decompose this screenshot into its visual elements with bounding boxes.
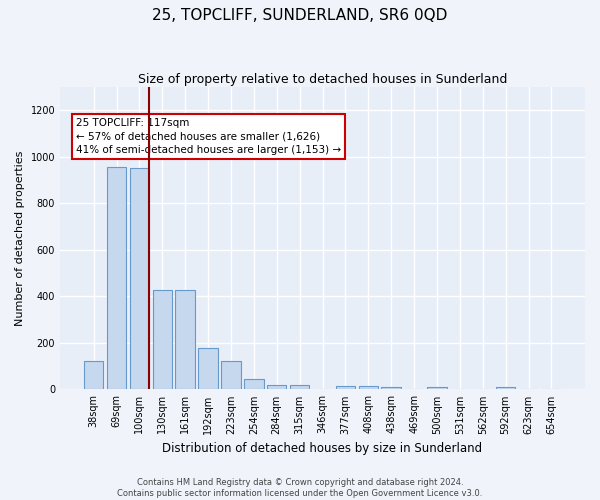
X-axis label: Distribution of detached houses by size in Sunderland: Distribution of detached houses by size …	[163, 442, 482, 455]
Bar	[496, 387, 515, 390]
Bar	[267, 385, 286, 390]
Bar	[175, 290, 195, 390]
Y-axis label: Number of detached properties: Number of detached properties	[15, 150, 25, 326]
Bar	[199, 348, 218, 390]
Bar	[221, 362, 241, 390]
Bar	[335, 386, 355, 390]
Bar	[84, 362, 103, 390]
Bar	[427, 387, 446, 390]
Bar	[244, 379, 263, 390]
Text: 25, TOPCLIFF, SUNDERLAND, SR6 0QD: 25, TOPCLIFF, SUNDERLAND, SR6 0QD	[152, 8, 448, 22]
Bar	[290, 385, 310, 390]
Bar	[382, 387, 401, 390]
Bar	[107, 167, 126, 390]
Bar	[130, 168, 149, 390]
Bar	[152, 290, 172, 390]
Text: Contains HM Land Registry data © Crown copyright and database right 2024.
Contai: Contains HM Land Registry data © Crown c…	[118, 478, 482, 498]
Text: 25 TOPCLIFF: 117sqm
← 57% of detached houses are smaller (1,626)
41% of semi-det: 25 TOPCLIFF: 117sqm ← 57% of detached ho…	[76, 118, 341, 155]
Title: Size of property relative to detached houses in Sunderland: Size of property relative to detached ho…	[138, 72, 507, 86]
Bar	[359, 386, 378, 390]
